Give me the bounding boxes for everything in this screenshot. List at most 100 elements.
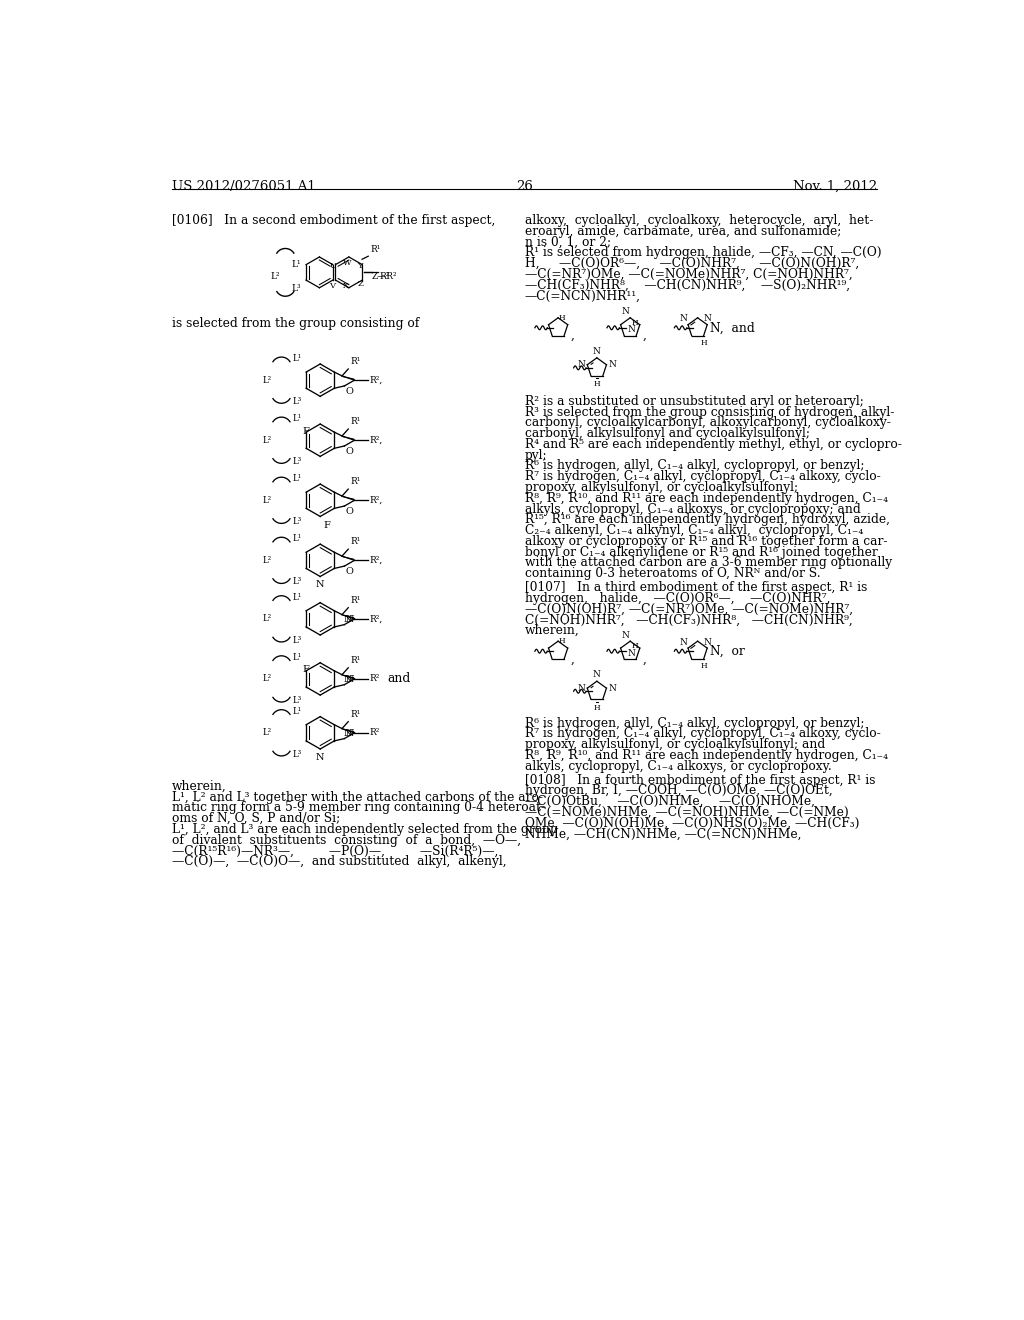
Text: H: H	[700, 339, 707, 347]
Text: R¹: R¹	[371, 244, 381, 253]
Text: R⁷ is hydrogen, C₁₋₄ alkyl, cyclopropyl, C₁₋₄ alkoxy, cyclo-: R⁷ is hydrogen, C₁₋₄ alkyl, cyclopropyl,…	[524, 470, 881, 483]
Text: L²: L²	[262, 496, 271, 504]
Text: ,: ,	[643, 652, 646, 665]
Text: R¹: R¹	[350, 417, 360, 426]
Text: C(=NOH)NHR⁷,   —CH(CF₃)NHR⁸,   —CH(CN)NHR⁹,: C(=NOH)NHR⁷, —CH(CF₃)NHR⁸, —CH(CN)NHR⁹,	[524, 614, 853, 627]
Text: L²: L²	[270, 272, 281, 281]
Text: N: N	[628, 325, 635, 334]
Text: L²: L²	[262, 556, 271, 565]
Text: L²: L²	[262, 436, 271, 445]
Text: R¹: R¹	[350, 595, 360, 605]
Text: N: N	[593, 671, 601, 678]
Text: H: H	[632, 318, 639, 326]
Text: L²: L²	[262, 376, 271, 384]
Text: L³: L³	[292, 636, 301, 645]
Text: X: X	[343, 281, 349, 289]
Text: L²: L²	[262, 729, 271, 738]
Text: N: N	[703, 314, 711, 323]
Text: N: N	[344, 676, 352, 685]
Text: F: F	[324, 521, 331, 531]
Text: R²,: R²,	[370, 436, 383, 445]
Text: N: N	[608, 360, 615, 370]
Text: N: N	[316, 581, 325, 589]
Text: L³: L³	[292, 457, 301, 466]
Text: N: N	[628, 648, 635, 657]
Text: R⁶ is hydrogen, allyl, C₁₋₄ alkyl, cyclopropyl, or benzyl;: R⁶ is hydrogen, allyl, C₁₋₄ alkyl, cyclo…	[524, 717, 864, 730]
Text: N: N	[344, 730, 352, 738]
Text: H: H	[594, 704, 600, 711]
Text: H,     —C(O)OR⁶—,     —C(O)NHR⁷,     —C(O)N(OH)R⁷,: H, —C(O)OR⁶—, —C(O)NHR⁷, —C(O)N(OH)R⁷,	[524, 257, 859, 271]
Text: R¹: R¹	[350, 537, 360, 546]
Text: alkoxy,  cycloalkyl,  cycloalkoxy,  heterocycle,  aryl,  het-: alkoxy, cycloalkyl, cycloalkoxy, heteroc…	[524, 214, 873, 227]
Text: pyl;: pyl;	[524, 449, 548, 462]
Text: US 2012/0276051 A1: US 2012/0276051 A1	[172, 180, 316, 193]
Text: NHMe, —CH(CN)NHMe, —C(=NCN)NHMe,: NHMe, —CH(CN)NHMe, —C(=NCN)NHMe,	[524, 828, 802, 841]
Text: W: W	[343, 259, 351, 267]
Text: and: and	[387, 672, 411, 685]
Text: U: U	[330, 263, 337, 271]
Text: N: N	[593, 347, 601, 355]
Text: R⁸, R⁹, R¹⁰, and R¹¹ are each independently hydrogen, C₁₋₄: R⁸, R⁹, R¹⁰, and R¹¹ are each independen…	[524, 748, 888, 762]
Text: L¹: L¹	[292, 474, 301, 483]
Text: [0106]   In a second embodiment of the first aspect,: [0106] In a second embodiment of the fir…	[172, 214, 496, 227]
Text: R¹: R¹	[350, 477, 360, 486]
Text: carbonyl, cycloalkylcarbonyl, alkoxylcarbonyl, cycloalkoxy-: carbonyl, cycloalkylcarbonyl, alkoxylcar…	[524, 416, 891, 429]
Text: F: F	[303, 426, 309, 436]
Text: L¹, L², and L³ are each independently selected from the group: L¹, L², and L³ are each independently se…	[172, 822, 558, 836]
Text: H: H	[559, 638, 565, 645]
Text: —C(=NR⁷)OMe, —C(=NOMe)NHR⁷, C(=NOH)NHR⁷,: —C(=NR⁷)OMe, —C(=NOMe)NHR⁷, C(=NOH)NHR⁷,	[524, 268, 853, 281]
Text: R¹⁵, R¹⁶ are each independently hydrogen, hydroxyl, azide,: R¹⁵, R¹⁶ are each independently hydrogen…	[524, 513, 890, 527]
Text: R²,: R²,	[370, 556, 383, 565]
Text: N: N	[679, 638, 687, 647]
Text: is selected from the group consisting of: is selected from the group consisting of	[172, 317, 420, 330]
Text: H: H	[700, 663, 707, 671]
Text: ,: ,	[643, 329, 646, 342]
Text: R⁷ is hydrogen, C₁₋₄ alkyl, cyclopropyl, C₁₋₄ alkoxy, cyclo-: R⁷ is hydrogen, C₁₋₄ alkyl, cyclopropyl,…	[524, 727, 881, 741]
Text: R¹: R¹	[350, 710, 360, 718]
Text: L²: L²	[262, 675, 271, 684]
Text: O: O	[346, 446, 354, 455]
Text: L¹: L¹	[292, 354, 301, 363]
Text: [0108]   In a fourth embodiment of the first aspect, R¹ is: [0108] In a fourth embodiment of the fir…	[524, 774, 876, 787]
Text: R³ is selected from the group consisting of hydrogen, alkyl-: R³ is selected from the group consisting…	[524, 405, 894, 418]
Text: L³: L³	[292, 577, 301, 586]
Text: N: N	[622, 308, 630, 317]
Text: L¹: L¹	[292, 535, 301, 544]
Text: —CH(CF₃)NHR⁸,    —CH(CN)NHR⁹,    —S(O)₂NHR¹⁹,: —CH(CF₃)NHR⁸, —CH(CN)NHR⁹, —S(O)₂NHR¹⁹,	[524, 279, 850, 292]
Text: L¹: L¹	[292, 593, 301, 602]
Text: L¹: L¹	[292, 414, 301, 424]
Text: Z: Z	[357, 280, 364, 288]
Text: of  divalent  substituents  consisting  of  a  bond,  —O—,: of divalent substituents consisting of a…	[172, 834, 521, 846]
Text: R²,: R²,	[370, 614, 383, 623]
Text: 26: 26	[516, 180, 534, 193]
Text: [0107]   In a third embodiment of the first aspect, R¹ is: [0107] In a third embodiment of the firs…	[524, 581, 867, 594]
Text: H: H	[559, 314, 565, 322]
Text: N: N	[622, 631, 630, 640]
Text: Z—R²: Z—R²	[372, 272, 397, 281]
Text: N: N	[345, 729, 353, 738]
Text: wherein,: wherein,	[524, 624, 580, 638]
Text: with the attached carbon are a 3-6 member ring optionally: with the attached carbon are a 3-6 membe…	[524, 557, 892, 569]
Text: propoxy, alkylsulfonyl, or cycloalkylsulfonyl;: propoxy, alkylsulfonyl, or cycloalkylsul…	[524, 480, 798, 494]
Text: —C(O)N(OH)R⁷, —C(=NR⁷)OMe, —C(=NOMe)NHR⁷,: —C(O)N(OH)R⁷, —C(=NR⁷)OMe, —C(=NOMe)NHR⁷…	[524, 603, 853, 615]
Text: N: N	[703, 638, 711, 647]
Text: R¹: R¹	[350, 356, 360, 366]
Text: R⁴ and R⁵ are each independently methyl, ethyl, or cyclopro-: R⁴ and R⁵ are each independently methyl,…	[524, 438, 902, 451]
Text: O: O	[346, 387, 354, 396]
Text: —C(R¹⁵R¹⁶)—NR³—,         —P(O)—,         —Si(R⁴R⁵)—,: —C(R¹⁵R¹⁶)—NR³—, —P(O)—, —Si(R⁴R⁵)—,	[172, 845, 499, 858]
Text: OMe, —C(O)N(OH)Me, —C(O)NHS(O)₂Me, —CH(CF₃): OMe, —C(O)N(OH)Me, —C(O)NHS(O)₂Me, —CH(C…	[524, 817, 859, 830]
Text: R²,: R²,	[370, 496, 383, 504]
Text: ,: ,	[570, 652, 574, 665]
Text: N: N	[316, 752, 325, 762]
Text: —C(=NCN)NHR¹¹,: —C(=NCN)NHR¹¹,	[524, 289, 641, 302]
Text: F: F	[303, 665, 309, 675]
Text: wherein,: wherein,	[172, 780, 227, 793]
Text: H: H	[594, 380, 600, 388]
Text: —C(=NOMe)NHMe, —C(=NOH)NHMe, —C(=NMe): —C(=NOMe)NHMe, —C(=NOH)NHMe, —C(=NMe)	[524, 807, 849, 818]
Text: L³: L³	[292, 517, 301, 527]
Text: eroaryl, amide, carbamate, urea, and sulfonamide;: eroaryl, amide, carbamate, urea, and sul…	[524, 224, 841, 238]
Text: L³: L³	[292, 696, 301, 705]
Text: R²: R²	[380, 272, 390, 281]
Text: L¹: L¹	[292, 653, 301, 661]
Text: R²,: R²,	[370, 376, 383, 384]
